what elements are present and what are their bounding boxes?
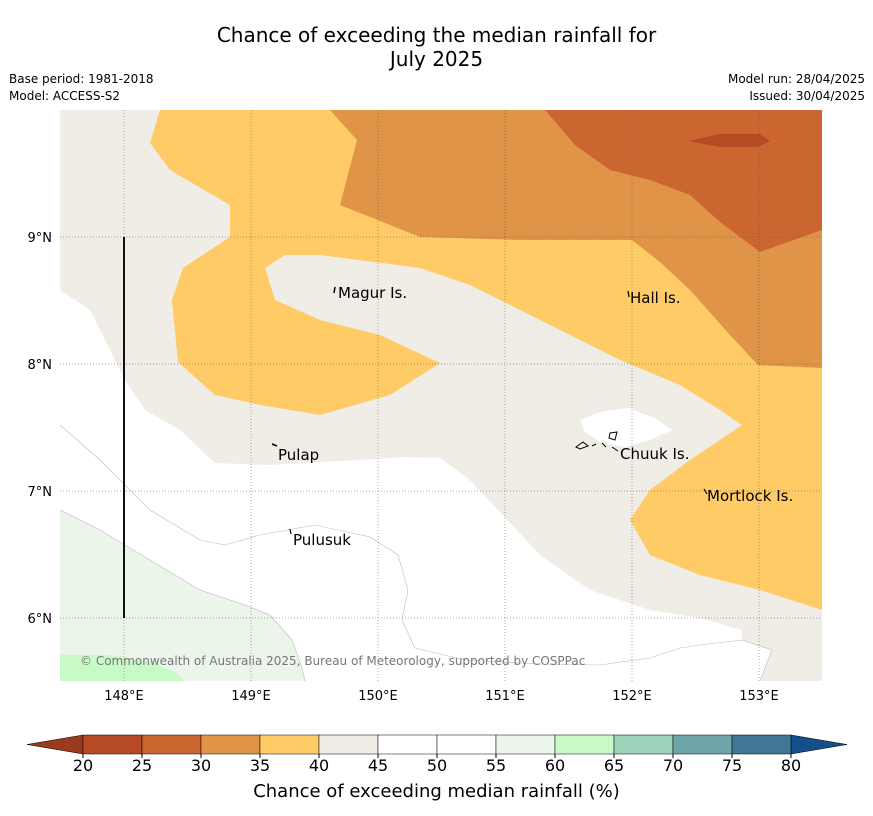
colorbar-under-arrow bbox=[26, 734, 84, 755]
colorbar-swatch bbox=[259, 734, 320, 755]
colorbar-tick-label: 80 bbox=[781, 756, 801, 775]
chuuk-lagoon bbox=[575, 431, 619, 452]
colorbar-tick-label: 50 bbox=[427, 756, 447, 775]
y-tick-6n: 6°N bbox=[28, 612, 53, 627]
colorbar-swatch bbox=[495, 734, 556, 755]
colorbar-swatch bbox=[200, 734, 261, 755]
colorbar: 20 25 30 35 40 45 50 55 60 65 70 75 80 bbox=[26, 734, 848, 775]
region-45-55-upper bbox=[60, 290, 742, 665]
y-tick-8n: 8°N bbox=[28, 358, 53, 373]
colorbar-tick-label: 25 bbox=[132, 756, 152, 775]
place-label-mortlock: Mortlock Is. bbox=[707, 487, 793, 505]
colorbar-swatch bbox=[554, 734, 615, 755]
place-label-chuuk: Chuuk Is. bbox=[620, 445, 689, 463]
colorbar-tick-label: 55 bbox=[486, 756, 506, 775]
x-tick-150: 150°E bbox=[358, 689, 398, 704]
region-45-50-hole bbox=[580, 408, 672, 447]
issued-date: Issued: 30/04/2025 bbox=[749, 89, 865, 103]
colorbar-tick-label: 70 bbox=[663, 756, 683, 775]
colorbar-swatch bbox=[318, 734, 379, 755]
colorbar-tick-label: 75 bbox=[722, 756, 742, 775]
colorbar-swatch bbox=[141, 734, 202, 755]
credit-text: © Commonwealth of Australia 2025, Bureau… bbox=[80, 654, 585, 668]
colorbar-tick-label: 30 bbox=[191, 756, 211, 775]
region-20-25 bbox=[688, 134, 770, 147]
colorbar-over-arrow bbox=[790, 734, 848, 755]
model-run-date: Model run: 28/04/2025 bbox=[727, 72, 865, 86]
region-60-65 bbox=[60, 655, 185, 681]
region-45-55 bbox=[60, 230, 772, 681]
colorbar-tick-label: 45 bbox=[368, 756, 388, 775]
colorbar-tick-label: 35 bbox=[250, 756, 270, 775]
colorbar-tick-label: 40 bbox=[309, 756, 329, 775]
map-title-line2: July 2025 bbox=[389, 47, 484, 71]
x-tick-151: 151°E bbox=[485, 689, 525, 704]
region-55-60 bbox=[60, 510, 305, 681]
contour-fill-layer bbox=[60, 110, 822, 681]
place-label-magur: Magur Is. bbox=[338, 284, 407, 302]
place-label-pulap: Pulap bbox=[278, 446, 319, 464]
colorbar-swatch bbox=[731, 734, 792, 755]
colorbar-tick-label: 20 bbox=[73, 756, 93, 775]
place-label-hall: Hall Is. bbox=[630, 289, 681, 307]
x-tick-149: 149°E bbox=[231, 689, 271, 704]
island-marks bbox=[271, 286, 708, 535]
x-tick-148: 148°E bbox=[104, 689, 144, 704]
x-tick-153: 153°E bbox=[739, 689, 779, 704]
colorbar-tick-label: 65 bbox=[604, 756, 624, 775]
colorbar-swatch bbox=[82, 734, 143, 755]
colorbar-swatch bbox=[672, 734, 733, 755]
x-tick-152: 152°E bbox=[612, 689, 652, 704]
colorbar-swatch bbox=[436, 734, 497, 755]
colorbar-swatch bbox=[613, 734, 674, 755]
model-name: Model: ACCESS-S2 bbox=[9, 89, 121, 103]
map-title-line1: Chance of exceeding the median rainfall … bbox=[216, 23, 657, 47]
base-period: Base period: 1981-2018 bbox=[9, 72, 154, 86]
y-tick-7n: 7°N bbox=[28, 485, 53, 500]
y-tick-9n: 9°N bbox=[28, 231, 53, 246]
place-label-pulusuk: Pulusuk bbox=[293, 531, 351, 549]
colorbar-title: Chance of exceeding median rainfall (%) bbox=[253, 781, 620, 802]
colorbar-swatch bbox=[377, 734, 438, 755]
colorbar-tick-label: 60 bbox=[545, 756, 565, 775]
